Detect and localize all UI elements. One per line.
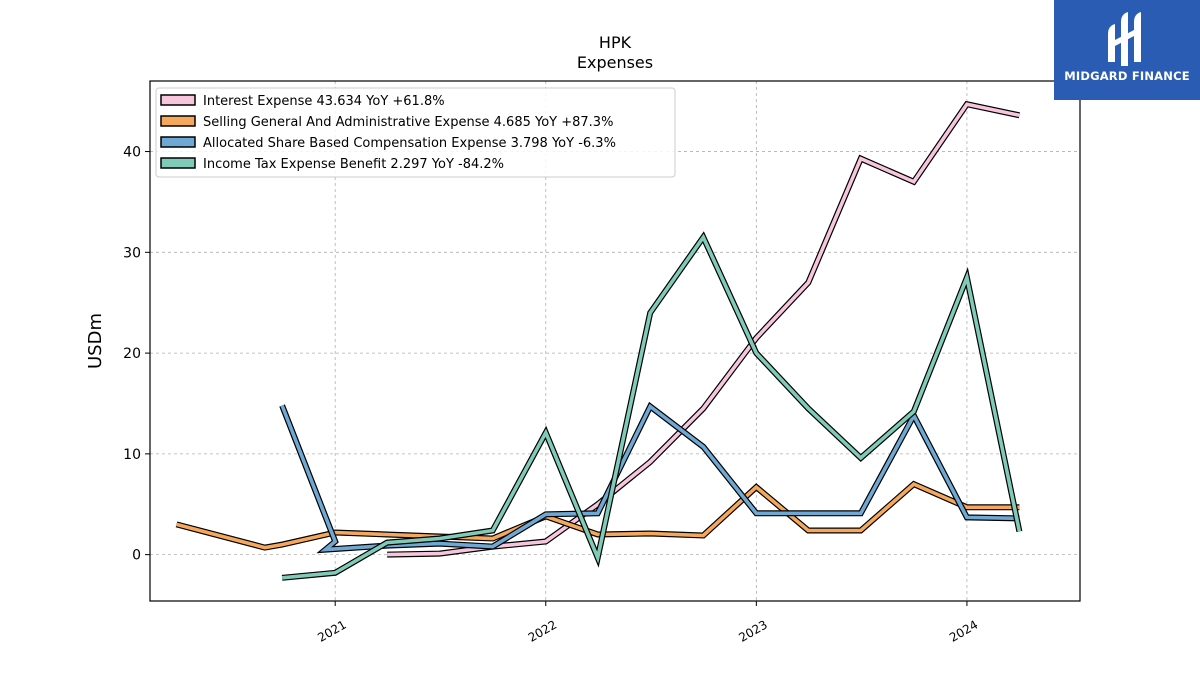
chart-title: HPK — [599, 33, 632, 52]
logo-mark-icon — [1108, 12, 1141, 66]
y-axis-label: USDm — [85, 313, 106, 369]
series-line-1 — [175, 480, 1020, 551]
x-tick-label: 2021 — [315, 617, 348, 644]
series-line-2 — [279, 401, 1020, 554]
chart-subtitle: Expenses — [577, 53, 653, 72]
legend-entry: Interest Expense 43.634 YoY +61.8% — [203, 94, 445, 109]
x-tick-label: 2022 — [526, 617, 559, 644]
x-axis-ticks: 2021 2022 2023 2024 — [315, 601, 980, 645]
series-stroke — [280, 403, 1020, 552]
series-lines — [175, 100, 1023, 581]
legend-box — [155, 87, 676, 178]
legend-swatch — [160, 115, 196, 127]
legend-swatch — [160, 136, 196, 148]
midgard-finance-logo: MIDGARD FINANCE — [1054, 0, 1200, 100]
legend-entry: Selling General And Administrative Expen… — [203, 115, 613, 130]
series-stroke — [281, 233, 1022, 580]
legend-entry: Allocated Share Based Compensation Expen… — [203, 136, 616, 151]
x-tick-label: 2023 — [736, 617, 769, 644]
logo-text: MIDGARD FINANCE — [1064, 69, 1190, 83]
y-axis-ticks: 0 10 20 30 40 — [123, 145, 150, 564]
legend-entry: Income Tax Expense Benefit 2.297 YoY -84… — [203, 157, 504, 172]
y-tick-label: 10 — [123, 447, 141, 463]
y-tick-label: 20 — [123, 346, 141, 362]
plot-frame — [149, 80, 1081, 602]
y-tick-label: 0 — [132, 548, 141, 564]
y-tick-label: 40 — [123, 145, 141, 161]
series-stroke — [176, 481, 1020, 550]
series-line-3 — [281, 231, 1023, 581]
legend: Interest Expense 43.634 YoY +61.8% Sellin… — [155, 87, 676, 178]
x-tick-label: 2024 — [947, 617, 980, 644]
y-tick-label: 30 — [123, 245, 141, 261]
legend-swatch — [160, 94, 196, 106]
legend-swatch — [160, 157, 196, 169]
